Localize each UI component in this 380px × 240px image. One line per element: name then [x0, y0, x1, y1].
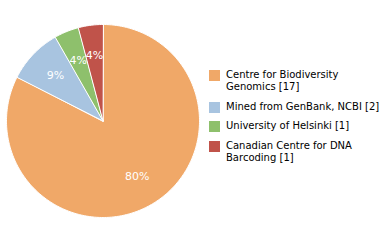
svg-text:4%: 4%	[86, 49, 103, 62]
html-text:Centre for Biodiversity Genomi: Centre for Biodiversity Genomics [17]	[226, 68, 339, 92]
html-text:Mined from GenBank, NCBI [2]: Mined from GenBank, NCBI [2]	[226, 100, 380, 112]
html-text:University of Helsinki [1]: University of Helsinki [1]	[226, 120, 350, 131]
svg-text:4%: 4%	[69, 53, 86, 66]
svg-text:9%: 9%	[47, 69, 64, 82]
html-text:Canadian Centre for DNA Barcod: Canadian Centre for DNA Barcoding [1]	[226, 139, 352, 163]
svg-text:80%: 80%	[125, 170, 149, 183]
